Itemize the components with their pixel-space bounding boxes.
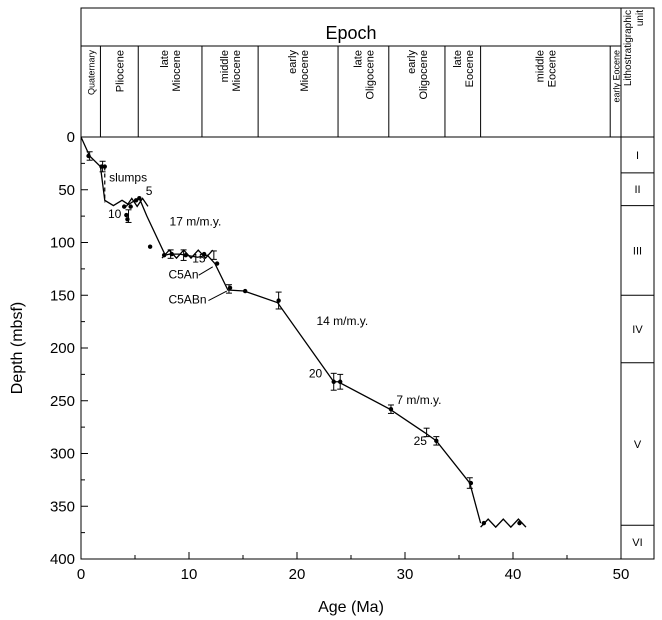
datum-point xyxy=(183,252,188,258)
datum-point xyxy=(124,212,129,218)
litho-header-label: unit xyxy=(635,10,646,26)
annotation: slumps xyxy=(109,170,147,184)
annotation: C5An xyxy=(168,267,198,281)
epoch-label: Oligocene xyxy=(418,50,430,100)
epoch-label: early xyxy=(287,50,299,74)
y-tick-label: 100 xyxy=(50,235,75,252)
datum-point xyxy=(137,195,142,201)
annotation: 14 m/m.y. xyxy=(316,314,368,328)
datum-point xyxy=(169,251,174,257)
litho-frame xyxy=(620,7,655,560)
x-tick-label: 40 xyxy=(505,566,522,583)
age-model-line xyxy=(80,136,482,524)
y-tick-label: 150 xyxy=(50,287,75,304)
leader-line xyxy=(208,290,228,301)
datum-point xyxy=(86,153,91,159)
annotation: 15 xyxy=(192,252,206,266)
datum-point xyxy=(468,480,474,486)
y-tick-label: 350 xyxy=(50,498,75,515)
y-axis-label: Depth (mbsf) xyxy=(9,302,26,394)
datum-point xyxy=(161,252,167,258)
datum-point xyxy=(147,244,153,249)
datum-point xyxy=(481,520,487,526)
litho-unit-label: III xyxy=(633,245,642,257)
epoch-label: early xyxy=(406,50,418,74)
hiatus-zigzag xyxy=(480,518,527,529)
epoch-label: Oligocene xyxy=(364,50,376,100)
datum-point xyxy=(99,164,104,169)
datum-point xyxy=(102,164,107,169)
datum-point xyxy=(388,406,394,412)
litho-unit-label: I xyxy=(636,150,639,162)
litho-unit-label: II xyxy=(634,184,640,196)
annotation: 5 xyxy=(146,184,153,198)
litho-unit-label: V xyxy=(634,439,642,451)
datum-point xyxy=(128,204,133,209)
datum-point xyxy=(214,261,220,266)
annotation: 25 xyxy=(414,434,428,448)
datum-point xyxy=(125,217,130,222)
x-axis-label: Age (Ma) xyxy=(318,599,384,616)
epoch-label: Eocene xyxy=(464,50,476,87)
leader-line xyxy=(198,266,214,276)
y-tick-label: 50 xyxy=(58,182,75,199)
datum-point xyxy=(201,251,207,257)
y-tick-label: 200 xyxy=(50,340,75,357)
hiatus-zigzag xyxy=(125,197,149,208)
y-tick-label: 300 xyxy=(50,446,75,463)
epoch-label: middle xyxy=(219,50,231,82)
x-tick-label: 20 xyxy=(289,566,306,583)
epoch-band: Quaternary Pliocene late Miocene middle Mioce… xyxy=(87,46,622,137)
x-tick-label: 0 xyxy=(77,566,85,583)
datum-point xyxy=(227,285,233,291)
epoch-label: late xyxy=(452,50,464,68)
datum-point xyxy=(122,204,127,209)
x-tick-label: 10 xyxy=(181,566,198,583)
datum-point xyxy=(242,288,248,294)
y-tick-label: 400 xyxy=(50,551,75,568)
annotation: 20 xyxy=(309,367,323,381)
litho-unit-label: VI xyxy=(632,537,642,549)
datum-point xyxy=(517,520,522,526)
annotation: 7 m/m.y. xyxy=(396,393,441,407)
x-tick-label: 30 xyxy=(397,566,414,583)
datum-point xyxy=(338,379,343,384)
epoch-label: Miocene xyxy=(231,50,243,92)
epoch-label: early Eocene xyxy=(612,50,622,103)
litho-unit-label: IV xyxy=(632,324,643,336)
epoch-label: middle xyxy=(534,50,546,82)
epoch-label: Pliocene xyxy=(114,50,126,92)
datum-point xyxy=(276,298,281,303)
axes: 0 10 20 30 40 50 0 50 100 150 200 250 300 350 400 xyxy=(50,129,629,583)
epoch-label: Miocene xyxy=(171,50,183,92)
epoch-label: Quaternary xyxy=(87,50,97,96)
y-tick-label: 250 xyxy=(50,393,75,410)
epoch-label: late xyxy=(352,50,364,68)
plot-frame xyxy=(80,7,622,560)
datum-point xyxy=(133,198,139,203)
annotation: 17 m/m.y. xyxy=(170,215,222,229)
datum-point xyxy=(434,438,439,444)
epoch-header: Epoch xyxy=(325,23,376,43)
x-tick-label: 50 xyxy=(613,566,630,583)
epoch-label: late xyxy=(159,50,171,68)
annotation: C5ABn xyxy=(168,293,206,307)
datum-point xyxy=(331,379,336,384)
plot-data xyxy=(80,136,527,529)
y-tick-label: 0 xyxy=(67,129,75,146)
epoch-label: Miocene xyxy=(299,50,311,92)
epoch-label: Eocene xyxy=(546,50,558,87)
litho-header-label: Lithostratigraphic xyxy=(623,10,634,86)
annotation: 10 xyxy=(108,207,122,221)
